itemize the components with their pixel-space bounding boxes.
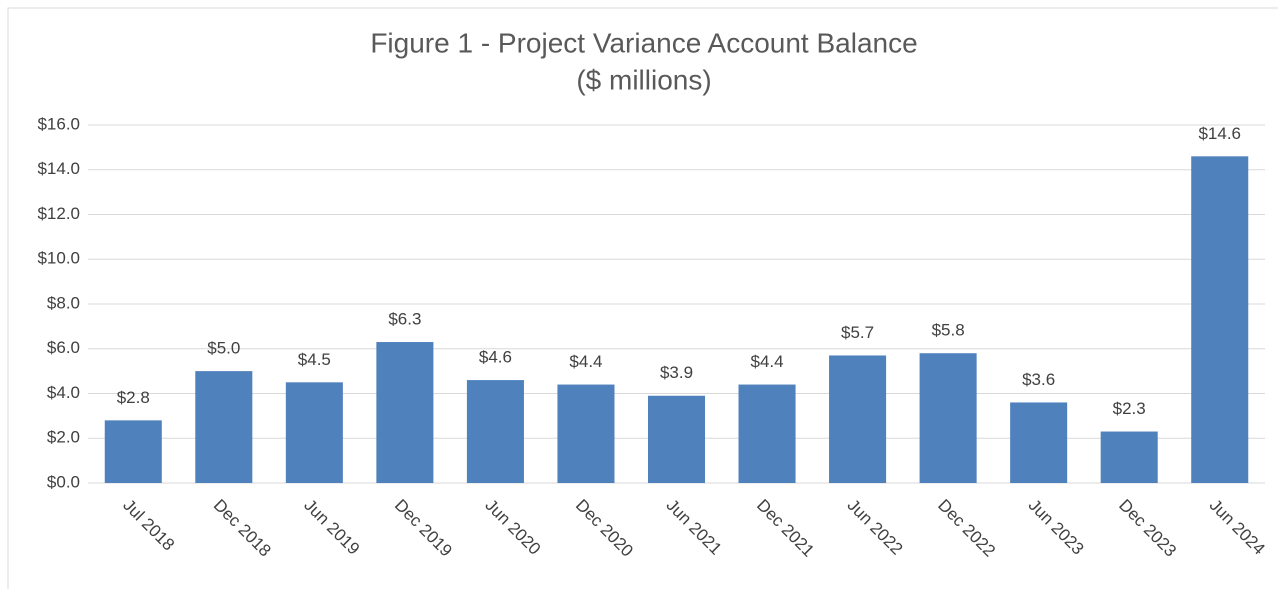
bar <box>104 420 162 483</box>
x-tick-label: Dec 2023 <box>1115 496 1180 561</box>
data-label: $4.4 <box>569 352 602 371</box>
y-tick-label: $16.0 <box>37 114 80 133</box>
bar <box>1010 402 1068 483</box>
chart-title: Figure 1 - Project Variance Account Bala… <box>370 27 917 58</box>
x-tick-label: Jun 2019 <box>300 496 363 559</box>
bar <box>466 380 524 483</box>
data-label: $14.6 <box>1198 124 1241 143</box>
y-tick-label: $12.0 <box>37 204 80 223</box>
bar <box>285 382 343 483</box>
bar <box>829 355 887 483</box>
data-label: $2.3 <box>1113 399 1146 418</box>
y-tick-label: $4.0 <box>47 383 80 402</box>
x-tick-label: Jun 2021 <box>663 496 726 559</box>
bar <box>738 384 796 483</box>
chart-subtitle: ($ millions) <box>576 64 711 95</box>
y-tick-label: $14.0 <box>37 159 80 178</box>
data-label: $5.7 <box>841 323 874 342</box>
bar <box>557 384 615 483</box>
y-tick-label: $10.0 <box>37 249 80 268</box>
chart-frame <box>7 7 1278 589</box>
data-label: $3.6 <box>1022 370 1055 389</box>
x-tick-label: Jul 2018 <box>119 496 178 555</box>
data-label: $5.8 <box>932 321 965 340</box>
x-tick-label: Jun 2022 <box>844 496 907 559</box>
data-label: $3.9 <box>660 363 693 382</box>
y-tick-label: $6.0 <box>47 338 80 357</box>
bar <box>195 371 253 483</box>
bar <box>1191 156 1249 483</box>
bar <box>647 395 706 483</box>
data-label: $5.0 <box>207 339 240 358</box>
x-tick-label: Dec 2020 <box>572 496 637 561</box>
x-tick-label: Dec 2022 <box>934 496 999 561</box>
data-label: $4.4 <box>750 352 783 371</box>
data-label: $2.8 <box>117 388 150 407</box>
x-tick-label: Jun 2023 <box>1025 496 1088 559</box>
x-tick-label: Dec 2018 <box>210 496 275 561</box>
x-tick-label: Jun 2024 <box>1206 496 1269 559</box>
data-label: $6.3 <box>388 310 421 329</box>
y-tick-label: $0.0 <box>47 472 80 491</box>
y-tick-label: $8.0 <box>47 293 80 312</box>
data-label: $4.6 <box>479 348 512 367</box>
x-tick-label: Dec 2021 <box>753 496 818 561</box>
bar <box>376 342 434 483</box>
x-tick-label: Jun 2020 <box>481 496 544 559</box>
bar <box>919 353 977 483</box>
bar <box>1100 431 1158 483</box>
data-label: $4.5 <box>298 350 331 369</box>
y-tick-label: $2.0 <box>47 428 80 447</box>
x-tick-label: Dec 2019 <box>391 496 456 561</box>
